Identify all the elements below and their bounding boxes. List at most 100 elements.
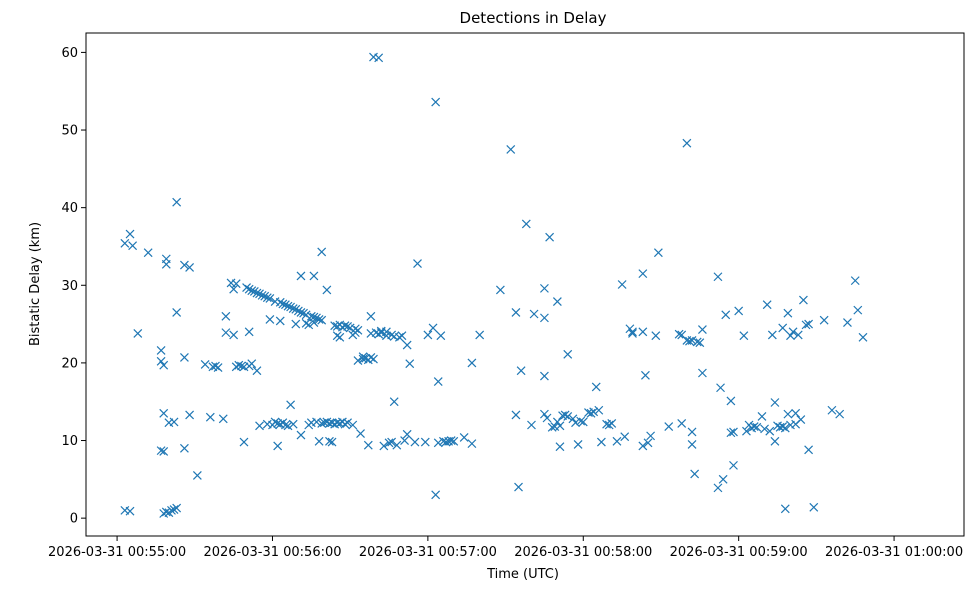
data-point [275,297,285,307]
data-point [379,441,389,451]
data-point [729,427,738,437]
data-point [843,318,852,327]
data-point [578,417,588,427]
y-tick-label: 60 [61,46,78,61]
data-point [218,414,228,424]
x-tick-label: 2026-03-31 00:56:00 [203,545,341,560]
data-point [780,504,790,514]
data-point [793,330,803,340]
data-point [511,308,521,317]
data-point [229,330,239,340]
data-point [573,439,583,449]
y-tick-label: 30 [61,279,78,294]
y-tick-label: 10 [61,434,78,449]
data-point [586,408,596,418]
data-point [156,346,166,355]
data-point [221,328,231,338]
data-point [819,315,829,325]
data-point [449,436,459,446]
data-point [317,419,327,428]
data-point [392,440,402,450]
data-point [288,419,298,429]
data-point [594,405,604,415]
data-point [433,438,443,448]
data-point [312,417,321,427]
data-point [169,505,179,515]
data-point [172,503,182,513]
data-point [540,371,549,381]
data-point [853,305,863,315]
data-point [798,295,808,305]
data-point [213,363,223,372]
data-point [765,426,775,436]
data-point [120,238,130,248]
data-point [249,287,259,296]
data-point [612,436,622,446]
data-point [726,396,736,406]
data-point [552,297,562,307]
data-point [767,330,777,340]
data-point [555,442,565,452]
data-point [690,469,700,479]
data-point [369,354,378,364]
x-tick-label: 2026-03-31 00:59:00 [670,545,808,560]
data-point [540,409,549,419]
data-point [296,271,306,281]
data-point [275,316,285,326]
data-point [350,324,360,334]
data-point [312,313,321,323]
data-point [402,340,412,350]
data-point [685,336,694,346]
data-point [133,328,143,338]
data-point [423,330,433,340]
data-point [770,436,780,446]
data-point [643,438,653,448]
data-point [804,319,814,329]
data-point [283,301,293,311]
data-point [161,507,171,517]
data-point [247,286,257,296]
data-point [278,299,288,309]
data-point [446,436,456,445]
data-point [358,352,368,362]
data-point [363,440,373,450]
data-point [205,412,215,422]
data-point [192,471,202,480]
data-point [343,321,353,331]
data-point [786,331,795,341]
data-point [273,441,283,451]
data-point [555,421,565,431]
data-point [521,219,531,229]
data-point [200,360,210,369]
data-point [288,304,298,313]
data-point [783,409,793,419]
x-axis-ticks: 2026-03-31 00:55:00 2026-03-31 00:56:00 20… [48,536,963,560]
data-point [514,482,523,492]
data-point [529,309,539,319]
data-point [542,413,552,423]
data-point [545,232,555,242]
data-point [716,383,725,393]
data-point [283,421,293,431]
data-point [185,410,195,420]
chart-title: Detections in Delay [460,9,607,27]
data-point [596,437,606,447]
data-point [252,288,262,298]
data-point [506,145,516,154]
data-point [325,436,334,446]
data-point [677,419,687,428]
data-point [179,443,189,453]
data-point [762,300,772,310]
data-point [589,407,599,417]
data-point [332,331,342,341]
data-point [780,423,790,433]
data-point [244,327,254,337]
data-point [692,337,702,347]
data-point [674,329,684,339]
data-point [682,138,692,148]
data-point [742,426,751,436]
data-point [835,409,845,419]
plot-area [85,32,965,537]
data-point [467,358,477,368]
